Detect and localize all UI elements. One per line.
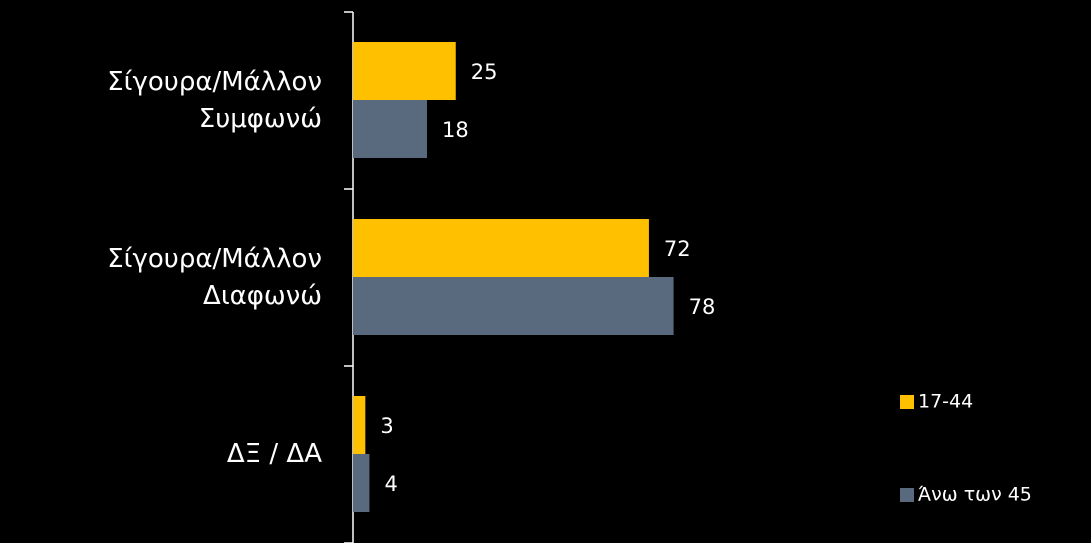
value-label: 25 [471, 60, 498, 84]
bar [353, 454, 370, 512]
legend-label: 17-44 [918, 391, 973, 413]
value-label: 78 [689, 295, 716, 319]
category-label: ΔΞ / ΔΑ [227, 439, 322, 469]
bar [353, 219, 649, 277]
value-label: 18 [442, 118, 469, 142]
bar [353, 396, 366, 454]
bar [353, 42, 456, 100]
legend-label: Άνω των 45 [918, 484, 1032, 506]
category-label: Σίγουρα/Μάλλον Συμφωνώ [107, 67, 322, 134]
bar [353, 100, 427, 158]
legend-swatch [900, 488, 914, 502]
legend-swatch [900, 395, 914, 409]
value-label: 4 [384, 472, 397, 496]
value-label: 3 [380, 414, 393, 438]
bar [353, 277, 674, 335]
value-label: 72 [664, 237, 691, 261]
category-label: Σίγουρα/Μάλλον Διαφωνώ [107, 244, 322, 311]
